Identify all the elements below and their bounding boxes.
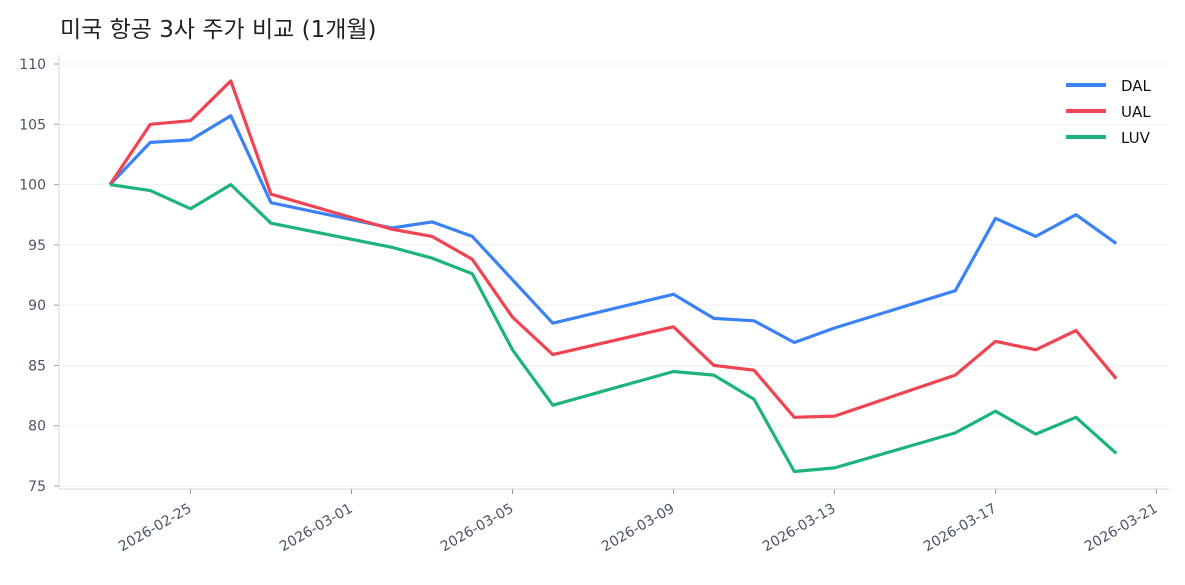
legend-label-dal: DAL [1121,77,1152,95]
x-tick-label: 2026-03-17 [921,501,999,556]
x-tick-label: 2026-03-01 [277,501,355,556]
y-tick-label: 105 [19,117,46,133]
legend-label-ual: UAL [1121,103,1151,121]
x-tick-label: 2026-03-05 [438,501,516,556]
legend-label-luv: LUV [1121,129,1151,147]
x-tick-label: 2026-02-25 [116,501,194,556]
series-line-luv [109,183,1118,474]
series-line-dal [108,114,1118,345]
x-tick-label: 2026-03-09 [599,501,677,556]
y-tick-label: 110 [19,57,46,73]
y-tick-label: 75 [28,479,46,495]
x-tick-label: 2026-03-21 [1082,501,1160,556]
chart-title: 미국 항공 3사 주가 비교 (1개월) [60,17,377,43]
series-line-ual [108,79,1118,419]
y-tick-label: 95 [28,238,46,254]
y-tick-label: 100 [19,178,46,194]
y-tick-label: 85 [28,358,46,374]
x-tick-label: 2026-03-13 [760,501,838,556]
y-tick-label: 90 [28,298,46,314]
y-tick-label: 80 [28,419,46,435]
